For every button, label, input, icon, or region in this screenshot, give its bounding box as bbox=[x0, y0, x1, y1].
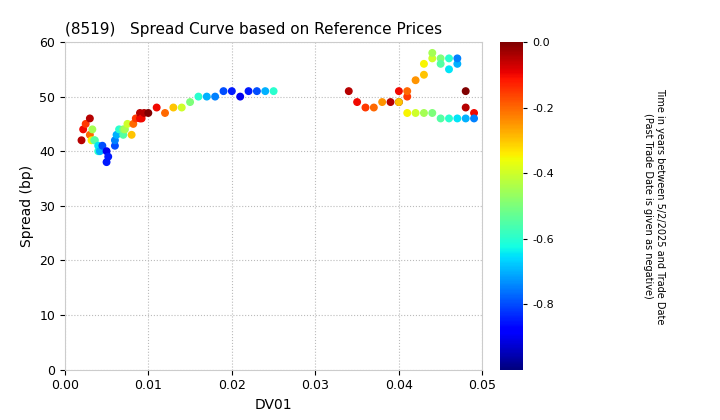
Point bbox=[393, 99, 405, 105]
Point bbox=[402, 93, 413, 100]
Point bbox=[259, 88, 271, 94]
Point bbox=[410, 110, 421, 116]
Point bbox=[444, 115, 455, 122]
Point bbox=[444, 55, 455, 62]
Point bbox=[451, 60, 463, 67]
Point bbox=[84, 115, 96, 122]
Point bbox=[426, 50, 438, 56]
Point bbox=[210, 93, 221, 100]
Point bbox=[136, 115, 148, 122]
Point bbox=[117, 126, 129, 133]
Point bbox=[444, 66, 455, 73]
Point bbox=[113, 126, 125, 133]
Point bbox=[393, 88, 405, 94]
Point bbox=[134, 110, 145, 116]
Point bbox=[96, 142, 108, 149]
Point bbox=[217, 88, 229, 94]
Y-axis label: Time in years between 5/2/2025 and Trade Date
(Past Trade Date is given as negat: Time in years between 5/2/2025 and Trade… bbox=[644, 88, 665, 324]
Point bbox=[89, 137, 100, 144]
Point bbox=[468, 115, 480, 122]
Point bbox=[92, 142, 104, 149]
Point bbox=[111, 131, 122, 138]
Point bbox=[80, 121, 91, 127]
Point bbox=[109, 137, 121, 144]
Point bbox=[120, 126, 131, 133]
Point bbox=[184, 99, 196, 105]
Text: (8519)   Spread Curve based on Reference Prices: (8519) Spread Curve based on Reference P… bbox=[65, 22, 442, 37]
Point bbox=[426, 110, 438, 116]
Point bbox=[418, 60, 430, 67]
Point bbox=[251, 88, 263, 94]
Point bbox=[451, 115, 463, 122]
Point bbox=[138, 110, 150, 116]
Point bbox=[393, 99, 405, 105]
Point bbox=[86, 137, 97, 144]
Point bbox=[377, 99, 388, 105]
Point bbox=[84, 131, 96, 138]
Point bbox=[151, 104, 163, 111]
Point bbox=[402, 88, 413, 94]
Point bbox=[268, 88, 279, 94]
Point bbox=[435, 115, 446, 122]
Point bbox=[109, 142, 121, 149]
Point bbox=[435, 55, 446, 62]
Point bbox=[451, 55, 463, 62]
Point bbox=[86, 126, 98, 133]
Point bbox=[101, 159, 112, 165]
Point bbox=[343, 88, 354, 94]
Point bbox=[127, 121, 139, 127]
Point bbox=[410, 77, 421, 84]
Y-axis label: Spread (bp): Spread (bp) bbox=[19, 165, 34, 247]
Point bbox=[92, 148, 104, 155]
Point bbox=[426, 55, 438, 62]
Point bbox=[360, 104, 372, 111]
Point bbox=[418, 110, 430, 116]
Point bbox=[130, 115, 142, 122]
Point bbox=[122, 121, 133, 127]
Point bbox=[418, 71, 430, 78]
Point bbox=[134, 115, 145, 122]
Point bbox=[460, 104, 472, 111]
Point bbox=[435, 60, 446, 67]
Point bbox=[368, 104, 379, 111]
Point bbox=[143, 110, 154, 116]
Point bbox=[176, 104, 187, 111]
Point bbox=[226, 88, 238, 94]
Point bbox=[468, 110, 480, 116]
Point bbox=[460, 88, 472, 94]
Point bbox=[78, 126, 89, 133]
Point bbox=[460, 115, 472, 122]
Point bbox=[243, 88, 254, 94]
Point bbox=[126, 131, 138, 138]
Point bbox=[117, 131, 129, 138]
Point bbox=[351, 99, 363, 105]
Point bbox=[235, 93, 246, 100]
Point bbox=[101, 148, 112, 155]
Point bbox=[89, 137, 101, 144]
X-axis label: DV01: DV01 bbox=[255, 398, 292, 412]
Point bbox=[168, 104, 179, 111]
Point bbox=[402, 110, 413, 116]
Point bbox=[76, 137, 87, 144]
Point bbox=[159, 110, 171, 116]
Point bbox=[201, 93, 212, 100]
Point bbox=[193, 93, 204, 100]
Point bbox=[94, 148, 106, 155]
Point bbox=[102, 153, 114, 160]
Point bbox=[384, 99, 396, 105]
